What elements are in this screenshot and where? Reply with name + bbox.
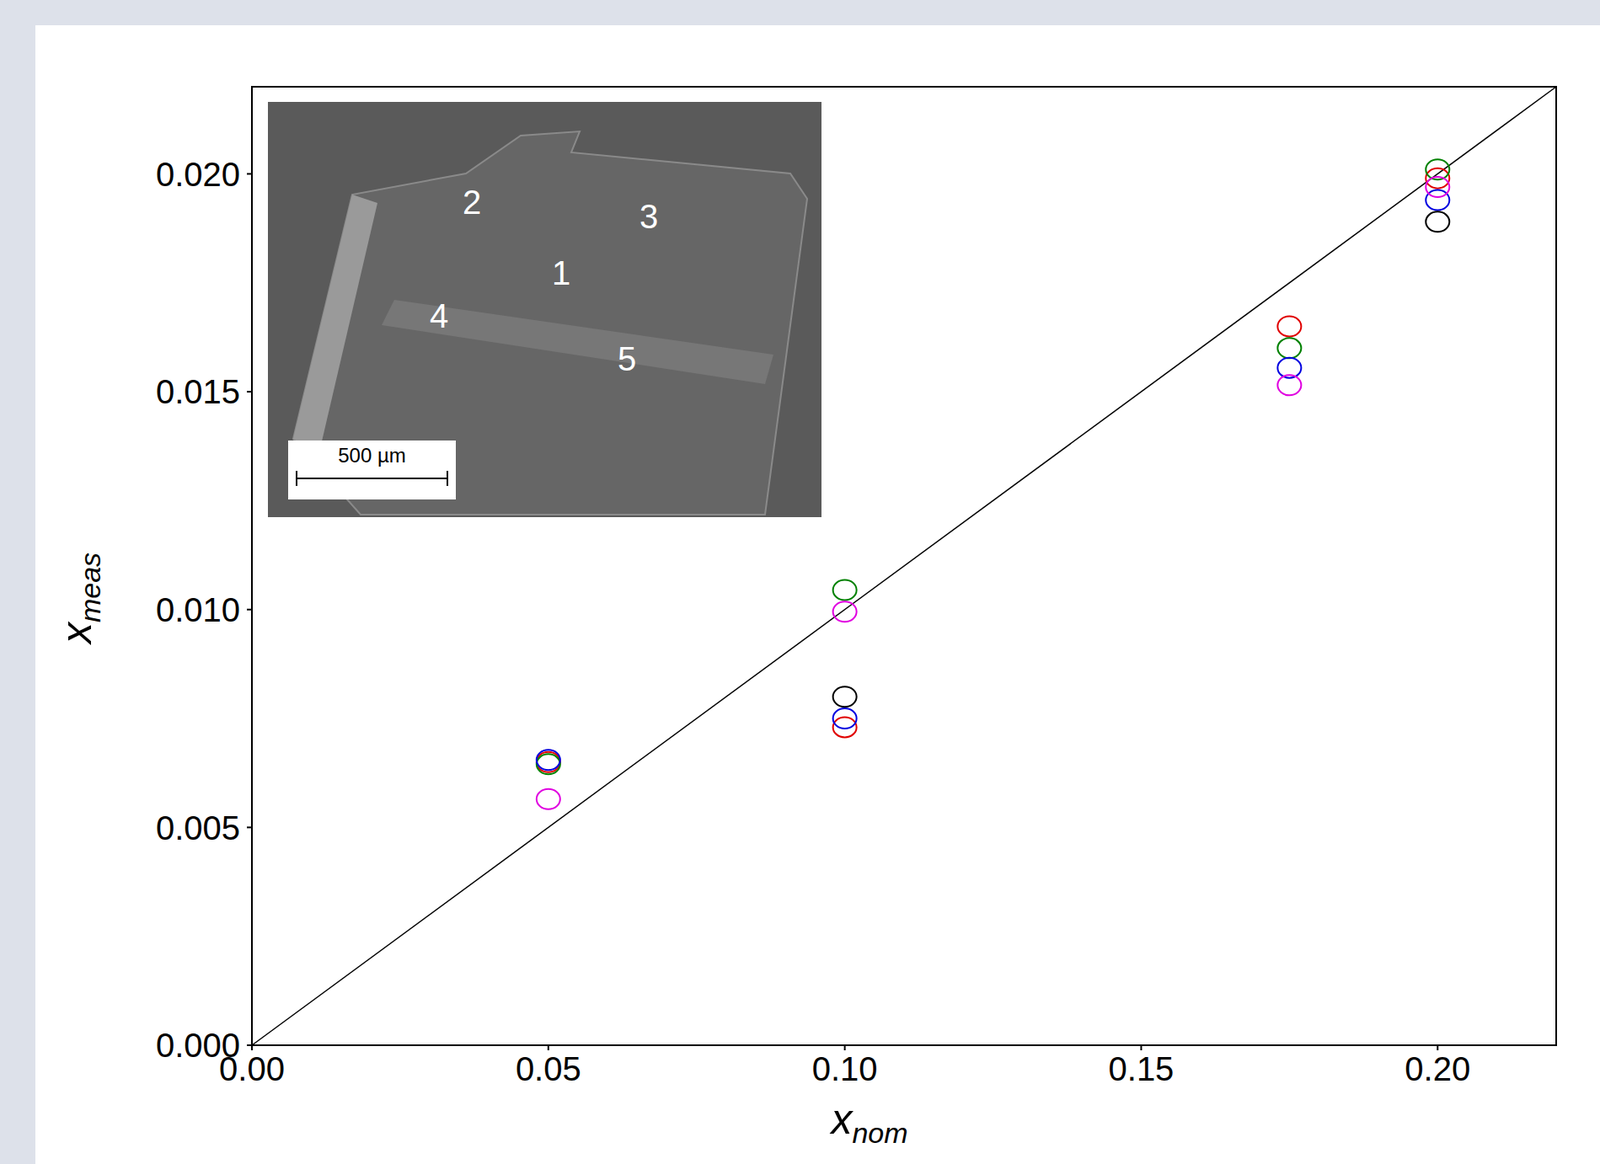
svg-text:0.015: 0.015 — [155, 373, 241, 411]
svg-text:0.000: 0.000 — [155, 1027, 241, 1065]
html-text:2: 2 — [462, 183, 482, 221]
html-text:500 µm: 500 µm — [338, 444, 406, 467]
html-text:4: 4 — [429, 296, 449, 335]
svg-text:0.20: 0.20 — [1404, 1050, 1471, 1088]
html-text:1: 1 — [551, 254, 571, 292]
svg-text:0.10: 0.10 — [812, 1050, 878, 1088]
html-text:xnom: xnom — [831, 1096, 908, 1150]
svg-text:0.010: 0.010 — [155, 591, 241, 629]
svg-text:0.15: 0.15 — [1108, 1050, 1175, 1088]
html-text:3: 3 — [639, 197, 659, 235]
svg-text:0.005: 0.005 — [155, 809, 241, 847]
svg-text:0.020: 0.020 — [155, 155, 241, 193]
html-text:5: 5 — [617, 339, 637, 378]
html-text:meas: meas — [73, 552, 106, 623]
svg-text:0.05: 0.05 — [515, 1050, 582, 1088]
svg-text:0.00: 0.00 — [219, 1050, 285, 1089]
html-text:x: x — [52, 622, 100, 644]
